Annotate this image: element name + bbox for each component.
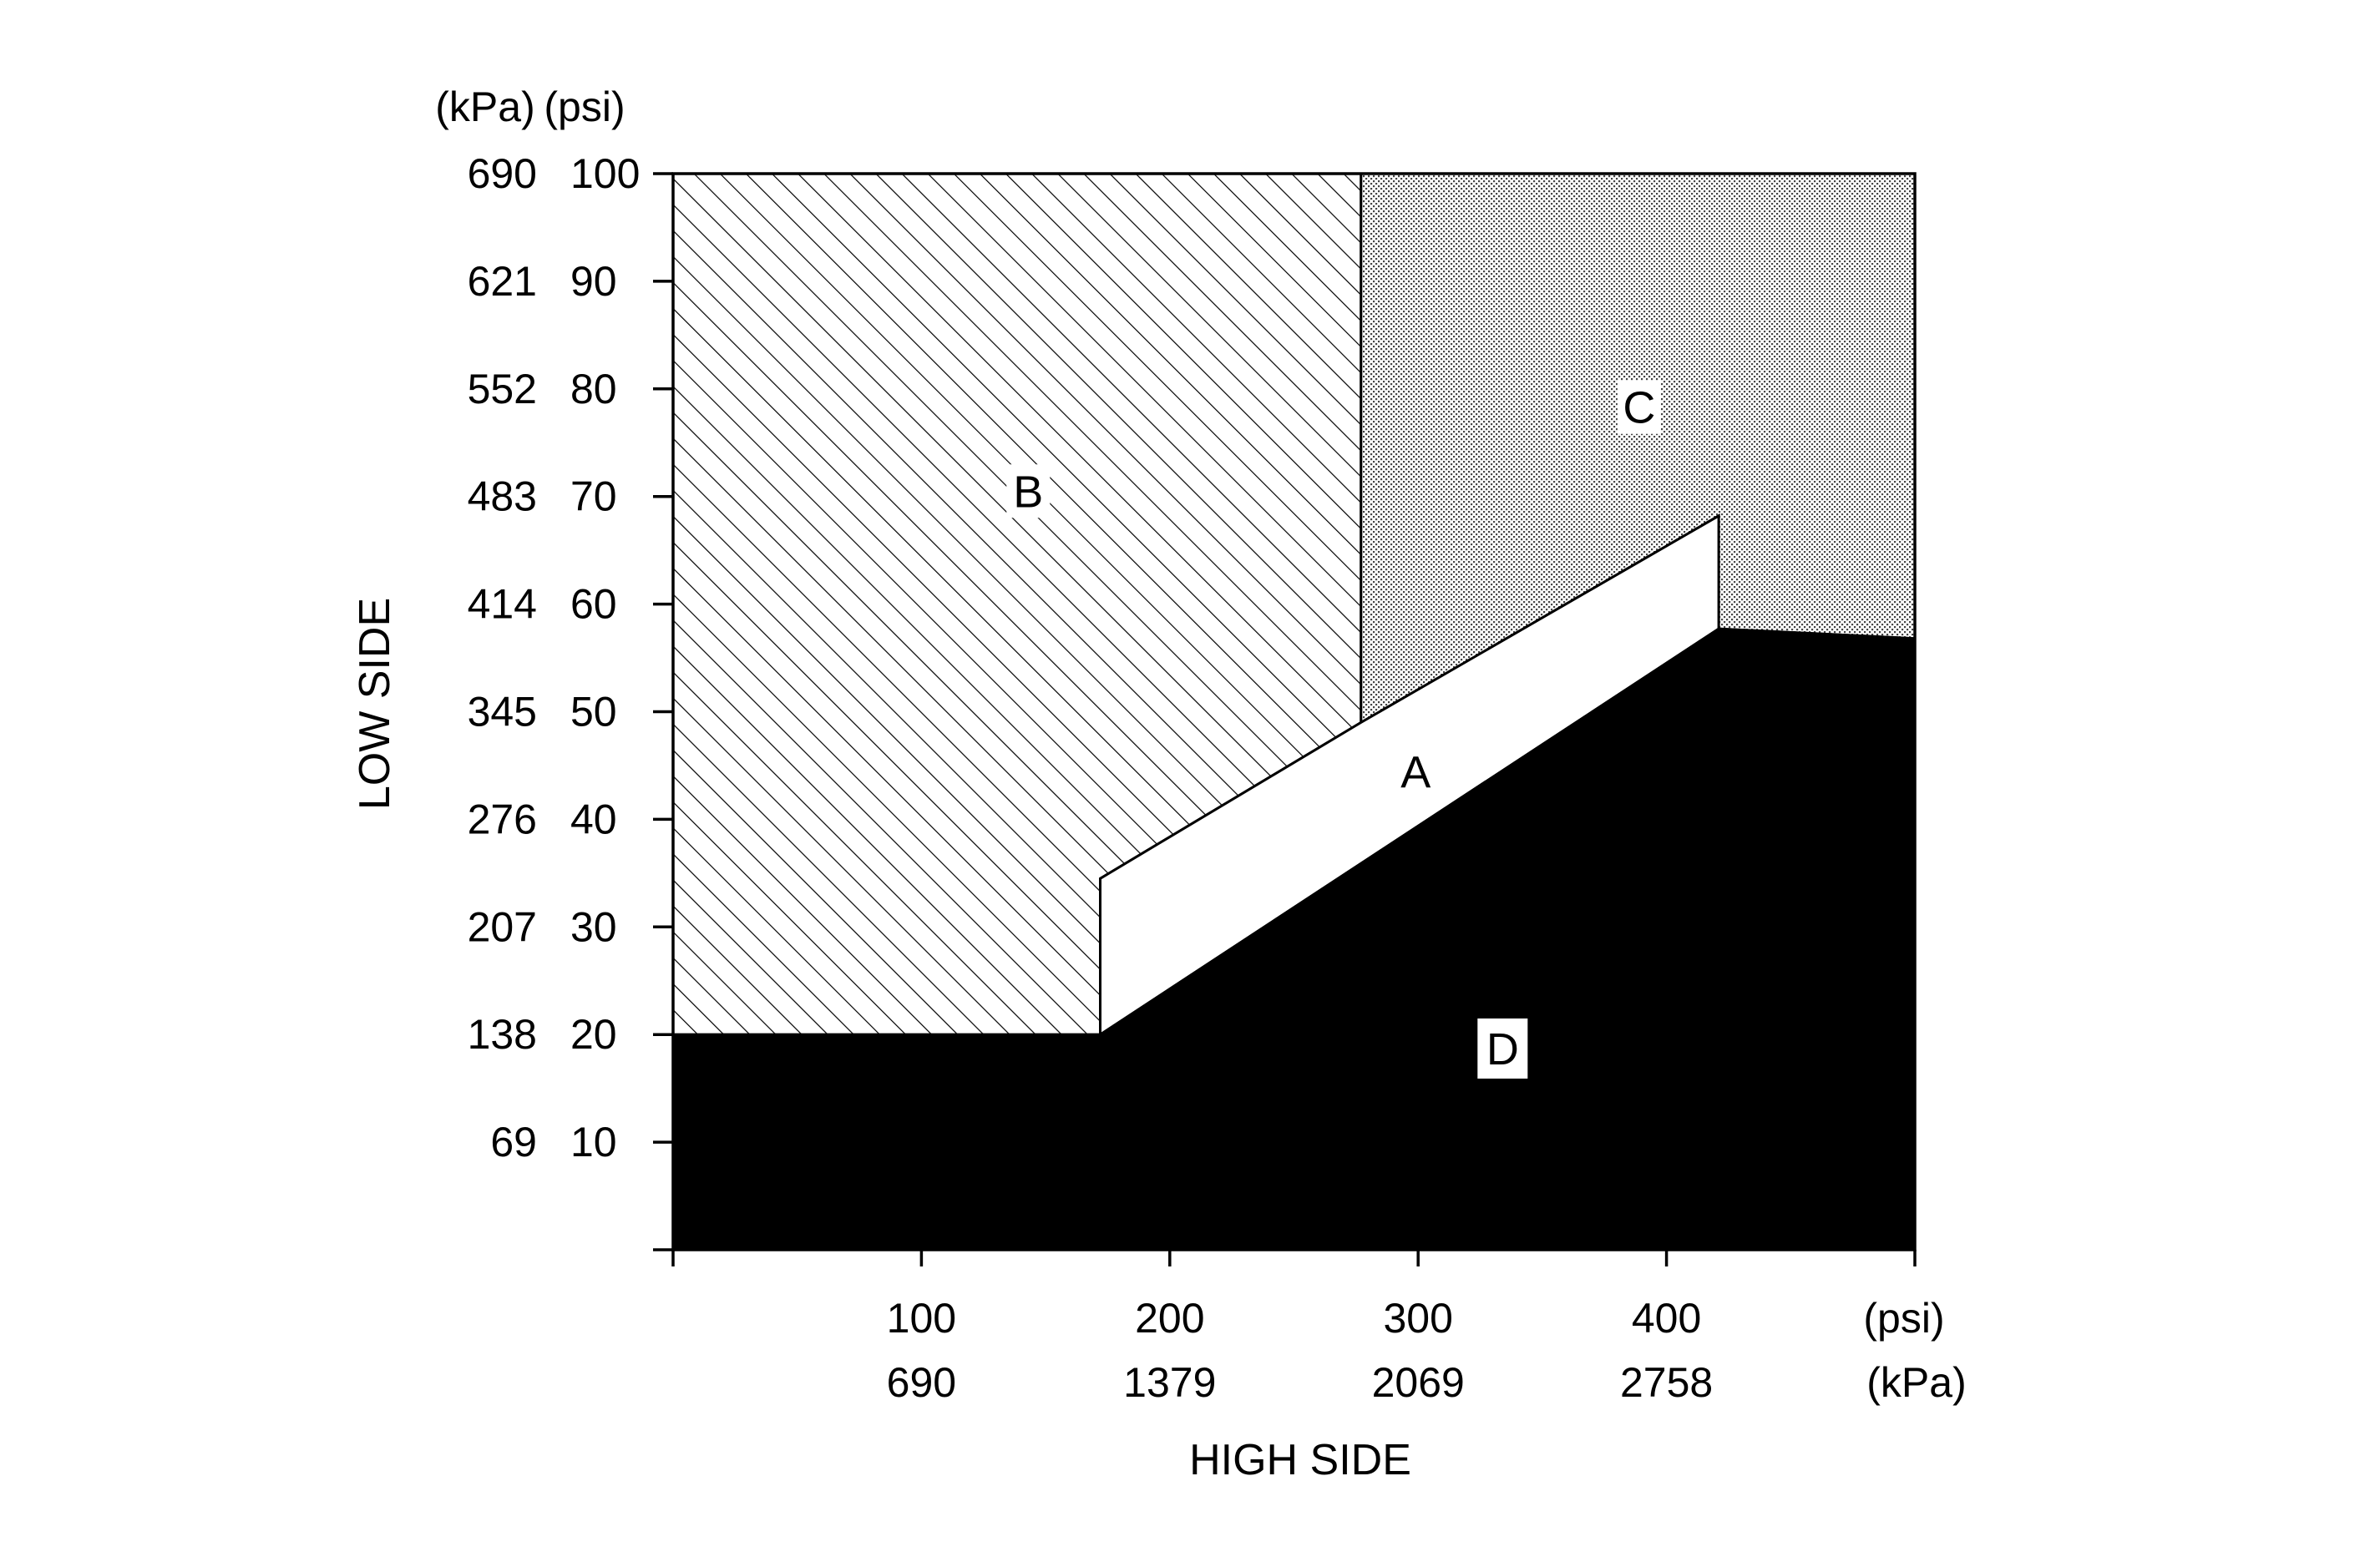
y-tick-label-kpa: 138	[468, 1011, 537, 1058]
y-tick-label-psi: 30	[570, 903, 617, 950]
x-tick-label-psi: 100	[887, 1295, 956, 1342]
y-tick-label-kpa: 690	[468, 150, 537, 197]
y-tick-label-kpa: 207	[468, 903, 537, 950]
y-unit-psi-label: (psi)	[544, 83, 625, 130]
x-tick-label-psi: 300	[1383, 1295, 1452, 1342]
y-tick-label-psi: 20	[570, 1011, 617, 1058]
y-tick-label-kpa: 414	[468, 581, 537, 628]
y-tick-label-psi: 50	[570, 689, 617, 736]
region-label-b: B	[1013, 467, 1043, 517]
region-label-d: D	[1486, 1024, 1519, 1074]
x-tick-label-psi: 400	[1632, 1295, 1701, 1342]
axes: 100 690 200 1379 300 2069 400 2758 69 10 138 20 207 3…	[468, 150, 1917, 1406]
y-tick-label-kpa: 483	[468, 473, 537, 520]
region-label-a: A	[1400, 748, 1431, 798]
x-tick-label-kpa: 2758	[1620, 1359, 1713, 1406]
y-axis-title: LOW SIDE	[351, 598, 399, 810]
y-tick-label-psi: 100	[570, 150, 640, 197]
y-tick-label-psi: 60	[570, 581, 617, 628]
y-tick-label-kpa: 69	[490, 1119, 537, 1165]
y-unit-kpa-label: (kPa)	[435, 83, 534, 130]
x-unit-kpa-label: (kPa)	[1866, 1359, 1966, 1406]
y-tick-label-psi: 40	[570, 796, 617, 842]
region-label-c: C	[1623, 383, 1655, 433]
x-tick-label-kpa: 2069	[1372, 1359, 1465, 1406]
region-label-box	[1477, 1018, 1528, 1079]
region-label-box	[1006, 464, 1051, 518]
x-axis-title: HIGH SIDE	[1189, 1436, 1411, 1484]
y-tick-label-kpa: 276	[468, 796, 537, 842]
y-tick-label-kpa: 552	[468, 366, 537, 412]
y-tick-label-psi: 70	[570, 473, 617, 520]
y-tick-label-psi: 10	[570, 1119, 617, 1165]
regions	[671, 172, 1917, 1251]
y-tick-label-psi: 80	[570, 366, 617, 412]
x-tick-label-psi: 200	[1135, 1295, 1204, 1342]
x-unit-psi-label: (psi)	[1863, 1295, 1944, 1342]
y-tick-label-psi: 90	[570, 258, 617, 305]
region-label-box	[1617, 380, 1661, 434]
region-labels: B C A D	[1006, 380, 1661, 1079]
y-tick-label-kpa: 345	[468, 689, 537, 736]
x-tick-label-kpa: 690	[887, 1359, 956, 1406]
x-tick-label-kpa: 1379	[1123, 1359, 1216, 1406]
y-tick-label-kpa: 621	[468, 258, 537, 305]
